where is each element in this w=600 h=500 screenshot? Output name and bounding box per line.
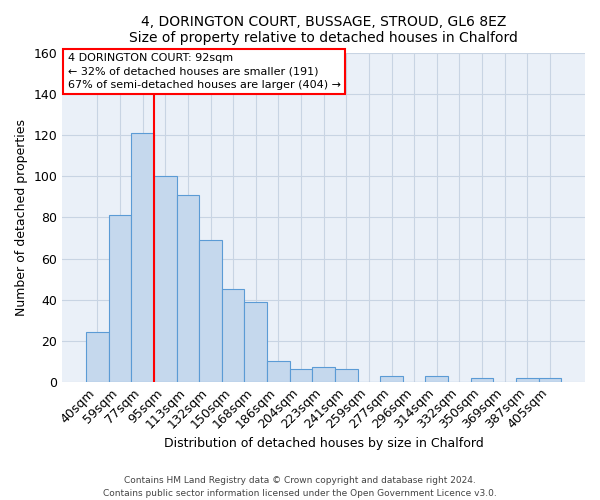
Bar — [313, 368, 335, 382]
Y-axis label: Number of detached properties: Number of detached properties — [15, 119, 28, 316]
Bar — [199, 240, 222, 382]
Text: 4 DORINGTON COURT: 92sqm
← 32% of detached houses are smaller (191)
67% of semi-: 4 DORINGTON COURT: 92sqm ← 32% of detach… — [68, 54, 341, 90]
Bar — [86, 332, 109, 382]
Bar — [290, 370, 313, 382]
Bar — [335, 370, 358, 382]
Bar — [154, 176, 176, 382]
X-axis label: Distribution of detached houses by size in Chalford: Distribution of detached houses by size … — [164, 437, 484, 450]
Bar — [425, 376, 448, 382]
Text: Contains HM Land Registry data © Crown copyright and database right 2024.
Contai: Contains HM Land Registry data © Crown c… — [103, 476, 497, 498]
Bar — [176, 195, 199, 382]
Bar — [516, 378, 539, 382]
Bar — [267, 361, 290, 382]
Bar — [131, 134, 154, 382]
Bar — [380, 376, 403, 382]
Bar — [222, 290, 244, 382]
Bar — [471, 378, 493, 382]
Bar — [244, 302, 267, 382]
Title: 4, DORINGTON COURT, BUSSAGE, STROUD, GL6 8EZ
Size of property relative to detach: 4, DORINGTON COURT, BUSSAGE, STROUD, GL6… — [129, 15, 518, 45]
Bar — [109, 216, 131, 382]
Bar — [539, 378, 561, 382]
